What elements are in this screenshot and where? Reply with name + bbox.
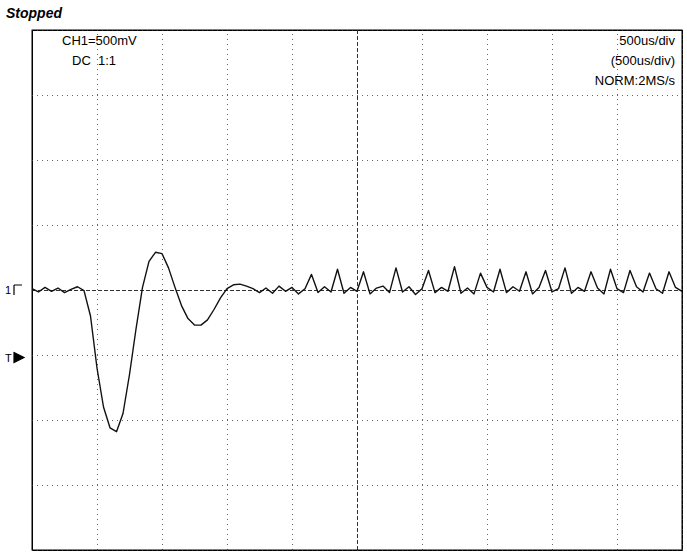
plot-frame	[32, 30, 682, 550]
y-grid-line	[32, 485, 682, 486]
y-tick	[32, 225, 682, 226]
y-grid-line	[32, 225, 682, 226]
x-tick	[487, 30, 488, 550]
x-grid-line	[97, 30, 98, 550]
x-tick	[162, 30, 163, 550]
x-grid	[33, 30, 683, 551]
y-tick	[32, 420, 682, 421]
y-tick	[32, 355, 682, 356]
marker-symbol	[14, 285, 22, 295]
timebase-zoom: (500us/div)	[611, 53, 675, 68]
x-grid-line	[552, 30, 553, 550]
coupling: DC 1:1	[72, 53, 116, 68]
y-tick	[32, 95, 682, 96]
channel: CH1=500mV	[62, 33, 137, 48]
acquisition: NORM:2MS/s	[595, 73, 676, 88]
y-tick	[32, 160, 682, 161]
status: Stopped	[6, 5, 62, 21]
trace	[32, 252, 682, 431]
x-axis-line	[33, 30, 683, 551]
timebase: 500us/div	[619, 33, 675, 48]
y-grid-line	[32, 355, 682, 356]
marker-label: 1	[5, 284, 11, 296]
y-axis-line	[33, 31, 683, 551]
marker-symbol	[14, 353, 24, 363]
y-grid-line	[32, 95, 682, 96]
marker-label: T	[5, 352, 12, 364]
x-grid-line	[162, 30, 163, 550]
y-tick	[32, 485, 682, 486]
x-tick	[97, 30, 98, 550]
traces	[32, 252, 682, 431]
y-grid	[32, 31, 682, 551]
x-grid-line	[487, 30, 488, 550]
y-grid-line	[32, 160, 682, 161]
x-tick	[552, 30, 553, 550]
y-grid-line	[32, 420, 682, 421]
plot	[32, 30, 683, 551]
